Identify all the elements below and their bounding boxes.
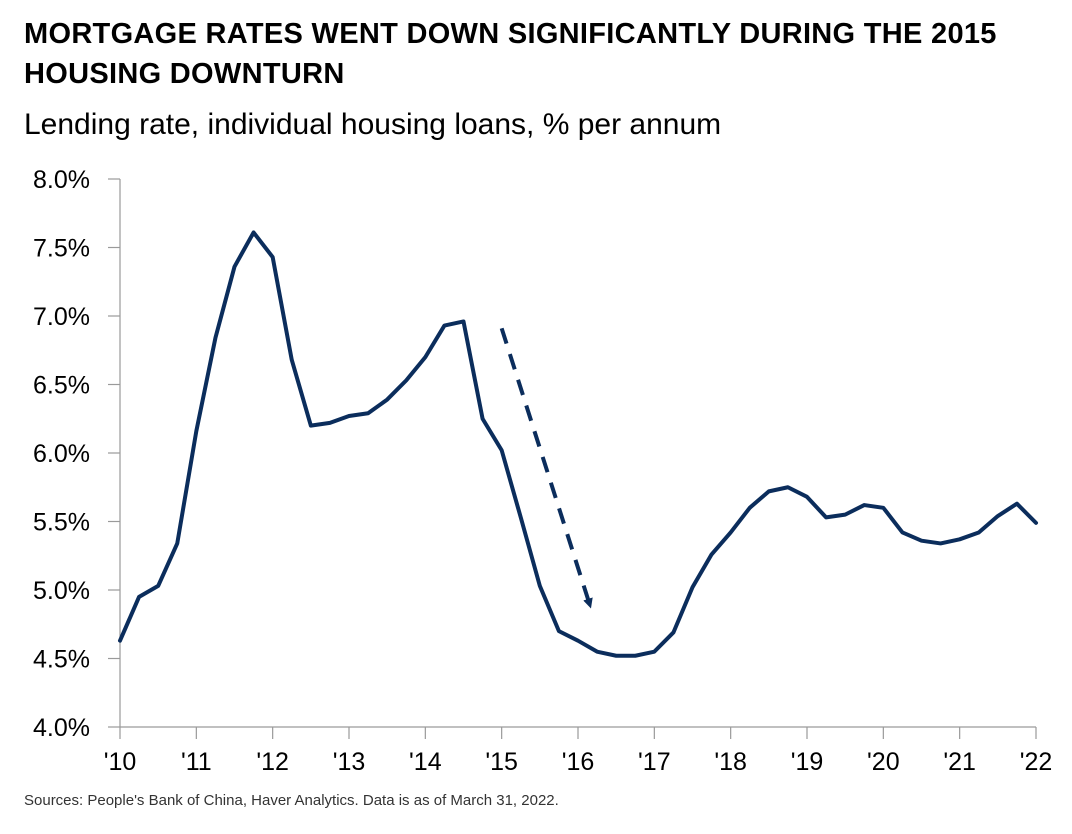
annotation-layer	[499, 327, 593, 609]
dashed-down-arrow	[499, 327, 593, 609]
series-line	[118, 230, 1038, 658]
x-axis: '10 '11 '12 '13 '14 '15 '16 '17 '18 '19 '20 '21 '22	[104, 726, 1053, 776]
y-tick-label: 5.0%	[33, 577, 90, 605]
x-tick-label: '11	[181, 748, 212, 776]
x-tick-label: '12	[256, 748, 289, 776]
y-tick-label: 8.0%	[33, 166, 90, 194]
series-layer	[118, 230, 1038, 658]
source-note: Sources: People's Bank of China, Haver A…	[24, 792, 559, 809]
x-tick-label: '19	[791, 748, 824, 776]
y-tick-label: 4.5%	[33, 646, 90, 674]
x-tick-label: '21	[943, 748, 976, 776]
y-tick-label: 5.5%	[33, 509, 90, 537]
y-tick-label: 6.0%	[33, 440, 90, 468]
x-tick-label: '17	[638, 748, 671, 776]
x-tick-label: '13	[333, 748, 366, 776]
y-axis: 4.0% 4.5% 5.0% 5.5% 6.0% 6.5% 7.0% 7.5% 8.0%	[33, 166, 121, 742]
chart-title: MORTGAGE RATES WENT DOWN SIGNIFICANTLY D…	[24, 18, 997, 90]
y-tick-label: 4.0%	[33, 714, 90, 742]
x-tick-label: '20	[867, 748, 900, 776]
x-tick-label: '22	[1020, 748, 1053, 776]
x-tick-label: '10	[104, 748, 137, 776]
chart-subtitle: Lending rate, individual housing loans, …	[24, 108, 722, 141]
x-tick-label: '15	[485, 748, 518, 776]
x-tick-label: '14	[409, 748, 442, 776]
y-tick-label: 7.5%	[33, 235, 90, 263]
x-tick-label: '18	[714, 748, 747, 776]
y-tick-label: 6.5%	[33, 372, 90, 400]
x-tick-label: '16	[562, 748, 595, 776]
y-tick-label: 7.0%	[33, 303, 90, 331]
